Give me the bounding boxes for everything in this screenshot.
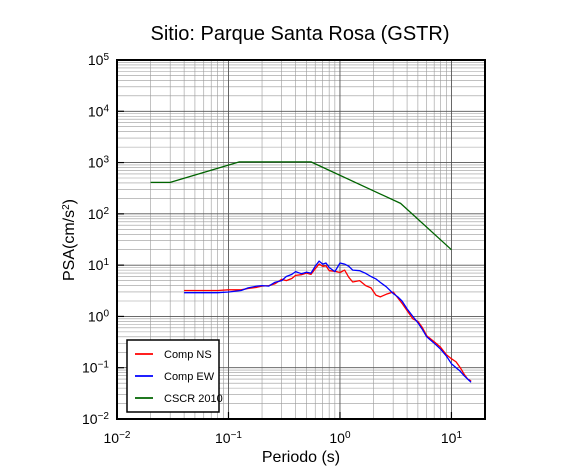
series-line-comp-ew <box>184 260 472 383</box>
legend-label-comp-ew: Comp EW <box>164 371 215 383</box>
y-tick-label: 10−1 <box>82 359 109 376</box>
x-tick-label: 100 <box>329 430 351 447</box>
plot-frame <box>116 59 486 420</box>
x-tick-label: 101 <box>441 430 463 447</box>
y-tick-label: 10−2 <box>82 411 109 428</box>
minor-gridlines <box>117 60 486 419</box>
y-axis-label-end: ) <box>61 199 78 204</box>
chart-title: Sitio: Parque Santa Rosa (GSTR) <box>150 23 449 45</box>
y-axis-label: PSA(cm/s2) <box>61 199 79 281</box>
y-tick-label: 105 <box>88 52 110 69</box>
legend-box <box>126 339 220 413</box>
legend-label-cscr-2010: CSCR 2010 <box>164 393 223 405</box>
series-line-comp-ns <box>184 263 472 382</box>
y-tick-label: 103 <box>88 154 110 171</box>
x-tick-label: 10−2 <box>104 430 131 447</box>
x-axis-label: Periodo (s) <box>262 449 340 466</box>
legend-label-comp-ns: Comp NS <box>164 349 212 361</box>
y-axis-label-main: PSA(cm/s <box>61 210 78 281</box>
y-tick-label: 101 <box>88 257 110 274</box>
series-layer <box>150 161 472 383</box>
y-axis-label-superscript: 2 <box>61 204 72 210</box>
series-line-cscr-2010 <box>150 161 452 251</box>
x-axis-ticks: 10−2 10−1 100 101 <box>104 412 463 447</box>
y-tick-label: 104 <box>88 103 110 120</box>
legend: Comp NS Comp EW CSCR 2010 <box>126 339 223 413</box>
y-axis-ticks: 10−2 10−1 100 101 102 103 104 105 <box>82 52 124 428</box>
y-tick-label: 102 <box>88 205 110 222</box>
y-tick-label: 100 <box>88 308 110 325</box>
x-tick-label: 10−1 <box>215 430 242 447</box>
